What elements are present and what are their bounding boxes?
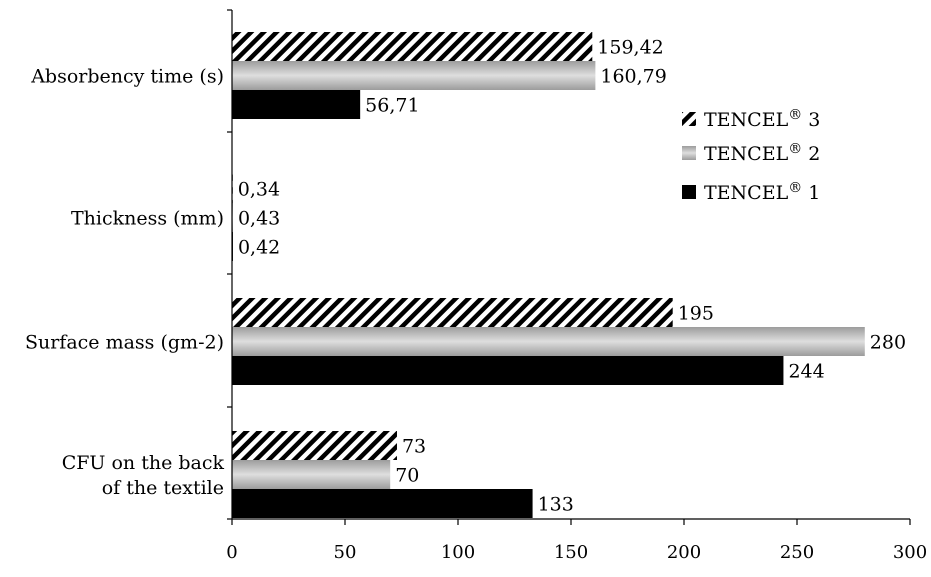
data-label: 244 bbox=[788, 361, 824, 383]
category-label: CFU on the back bbox=[62, 452, 225, 474]
data-label: 70 bbox=[395, 465, 419, 487]
bar-4-series-1 bbox=[232, 431, 397, 460]
category-label: Surface mass (gm-2) bbox=[25, 332, 224, 354]
x-tick-label: 250 bbox=[780, 542, 814, 563]
bar-3-series-2 bbox=[232, 327, 865, 356]
bar-3-series-3 bbox=[232, 356, 784, 385]
bar-1-series-3 bbox=[232, 90, 361, 119]
x-tick-label: 200 bbox=[667, 542, 701, 563]
data-label: 56,71 bbox=[365, 95, 419, 117]
data-label: 0,43 bbox=[238, 208, 280, 230]
data-label: 280 bbox=[870, 332, 906, 354]
category-label: Thickness (mm) bbox=[71, 208, 224, 230]
legend-label: TENCEL® 3 bbox=[704, 107, 820, 131]
data-label: 0,34 bbox=[238, 179, 280, 201]
bar-1-series-1 bbox=[232, 32, 593, 61]
bar-4-series-2 bbox=[232, 460, 391, 489]
legend-swatch bbox=[682, 146, 696, 160]
data-label: 133 bbox=[538, 494, 574, 516]
data-label: 0,42 bbox=[238, 237, 280, 259]
bar-3-series-1 bbox=[232, 298, 673, 327]
data-label: 195 bbox=[678, 303, 714, 325]
legend-swatch bbox=[682, 112, 696, 126]
data-label: 160,79 bbox=[600, 66, 666, 88]
legend-swatch bbox=[682, 185, 696, 199]
legend-label: TENCEL® 2 bbox=[704, 141, 820, 165]
bar-1-series-2 bbox=[232, 61, 596, 90]
x-tick-label: 100 bbox=[441, 542, 475, 563]
bar-4-series-3 bbox=[232, 489, 533, 518]
legend-label: TENCEL® 1 bbox=[704, 180, 820, 204]
x-tick-label: 150 bbox=[554, 542, 588, 563]
data-label: 73 bbox=[402, 436, 426, 458]
data-label: 159,42 bbox=[597, 37, 663, 59]
x-tick-label: 50 bbox=[334, 542, 357, 563]
x-tick-label: 0 bbox=[226, 542, 237, 563]
category-label: Absorbency time (s) bbox=[30, 66, 224, 88]
x-tick-label: 300 bbox=[893, 542, 927, 563]
category-label: of the textile bbox=[102, 477, 224, 499]
